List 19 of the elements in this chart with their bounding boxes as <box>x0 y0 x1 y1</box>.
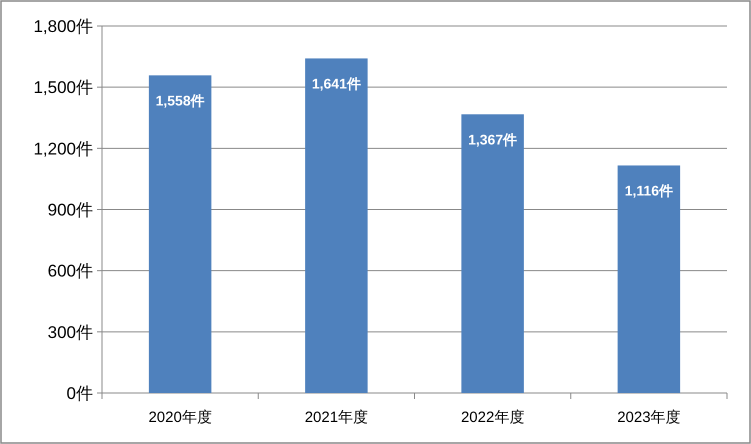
bar <box>461 114 524 393</box>
y-tick-label: 600件 <box>48 262 93 281</box>
x-tick-label: 2021年度 <box>304 409 368 426</box>
y-tick-label: 900件 <box>48 200 93 220</box>
x-tick-label: 2020年度 <box>148 409 212 426</box>
y-tick-label: 0件 <box>66 384 93 403</box>
x-tick-label: 2023年度 <box>617 409 681 426</box>
data-label: 1,641件 <box>312 75 361 92</box>
bar <box>618 165 680 393</box>
bar <box>148 75 212 393</box>
y-tick-label: 1,800件 <box>33 17 93 36</box>
y-tick-label: 1,500件 <box>33 78 93 98</box>
y-tick-label: 1,200件 <box>33 139 93 158</box>
data-label: 1,558件 <box>156 92 205 108</box>
x-tick-label: 2022年度 <box>460 409 524 426</box>
data-label: 1,367件 <box>468 131 518 148</box>
bar <box>305 58 368 393</box>
data-label: 1,116件 <box>624 182 674 198</box>
y-tick-label: 300件 <box>48 322 93 342</box>
